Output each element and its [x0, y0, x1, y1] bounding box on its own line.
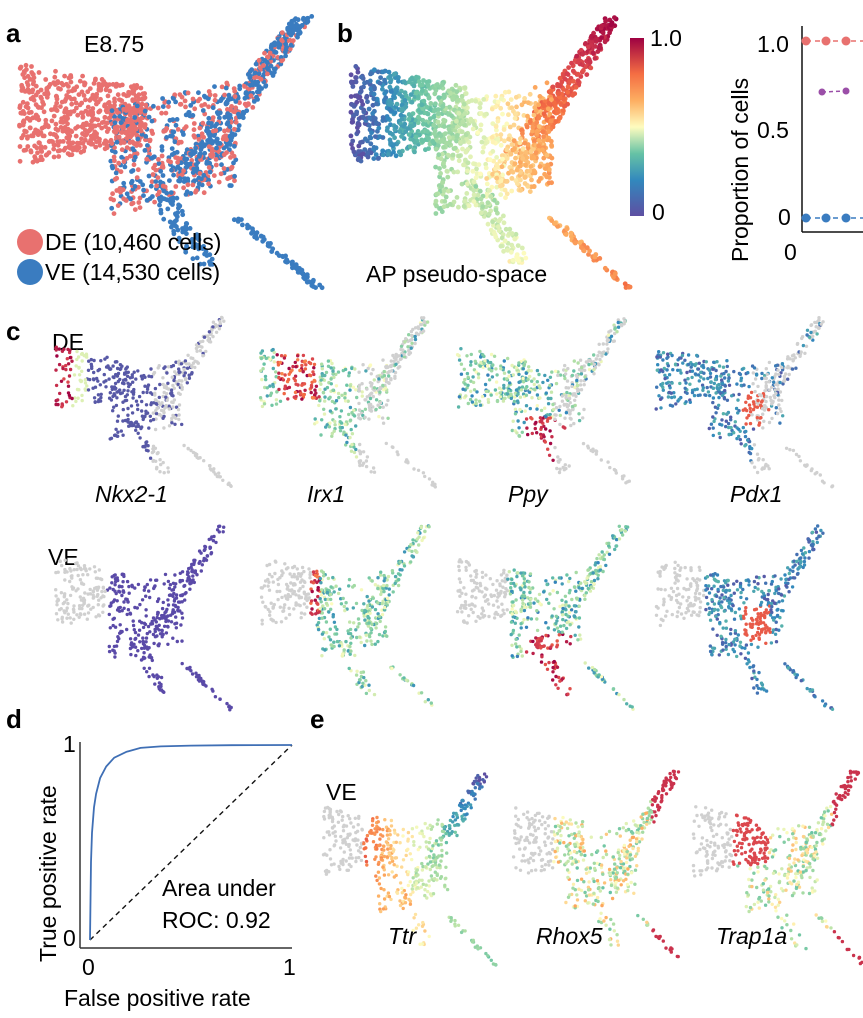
gene-label-rhox5: Rhox5: [536, 923, 603, 949]
stage-label: E8.75: [84, 31, 144, 57]
roc-ylabel: True positive rate: [35, 785, 61, 962]
panel-label-d: d: [6, 704, 22, 734]
gene-label-pdx1: Pdx1: [730, 481, 782, 507]
roc-chance-line: [89, 744, 293, 941]
roc-annotation-line2: ROC: 0.92: [162, 907, 271, 933]
colorbar-min: 0: [652, 199, 665, 225]
colorbar-max: 1.0: [650, 25, 682, 51]
panel-label-c: c: [6, 316, 20, 346]
roc-xtick-1: 1: [283, 954, 296, 980]
roc-ytick-0: 0: [63, 925, 76, 951]
gene-umaps-ve: [54, 524, 835, 712]
pseudospace-caption: AP pseudo-space: [366, 261, 547, 287]
proportion-series-ve: [801, 213, 863, 223]
panel-label-e: e: [310, 704, 324, 734]
panel-label-b: b: [337, 18, 353, 48]
panel-label-a: a: [6, 18, 21, 48]
umap-ap-pseudospace: [348, 15, 633, 290]
umap-de-ve: [17, 14, 325, 291]
proportion-series-mid: [818, 87, 850, 96]
legend-label-de: DE (10,460 cells): [45, 229, 221, 255]
roc-xlabel: False positive rate: [64, 985, 251, 1011]
colorbar: [630, 38, 644, 216]
roc-curve: [89, 744, 293, 941]
gene-label-irx1: Irx1: [307, 481, 345, 507]
proportion-xtick-0: 0: [784, 239, 797, 265]
roc-annotation-line1: Area under: [162, 875, 276, 901]
legend-label-ve: VE (14,530 cells): [45, 259, 220, 285]
proportion-series-de: [801, 36, 863, 46]
roc-ytick-1: 1: [63, 731, 76, 757]
gene-label-nkx2-1: Nkx2-1: [95, 481, 168, 507]
row-label-ve-e: VE: [326, 779, 357, 805]
gene-label-trap1a: Trap1a: [716, 923, 787, 949]
row-label-ve: VE: [48, 544, 79, 570]
gene-umaps-de: [54, 315, 835, 489]
proportion-ylabel: Proportion of cells: [727, 78, 753, 262]
legend-swatch-ve: [17, 259, 43, 285]
gene-umaps-ve-e: [321, 769, 863, 967]
proportion-tick-1: 1.0: [757, 31, 789, 57]
gene-label-ppy: Ppy: [508, 481, 549, 507]
proportion-tick-05: 0.5: [757, 117, 789, 143]
roc-xtick-0: 0: [82, 954, 95, 980]
legend-swatch-de: [17, 229, 43, 255]
gene-label-ttr: Ttr: [388, 923, 417, 949]
proportion-tick-0: 0: [778, 204, 791, 230]
